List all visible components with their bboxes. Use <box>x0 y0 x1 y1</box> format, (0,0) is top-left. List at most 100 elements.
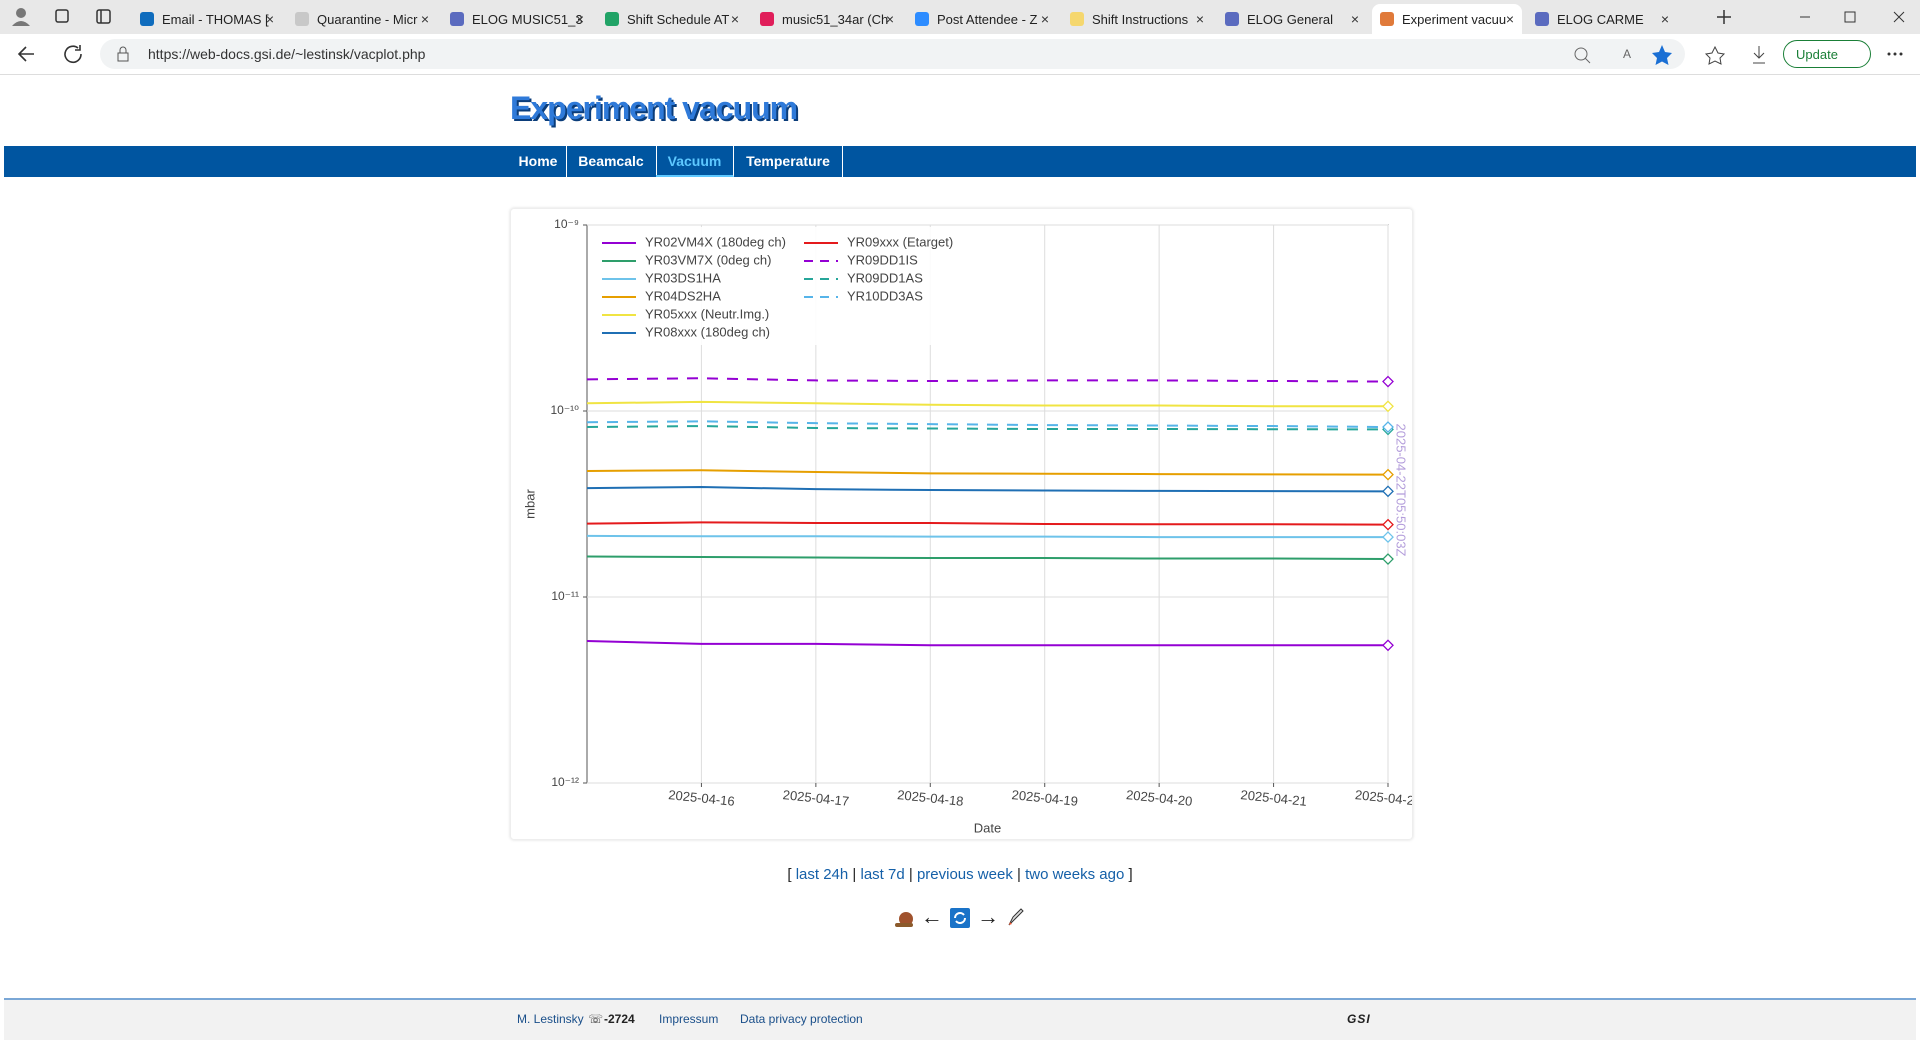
x-tick-label: 2025-04-20 <box>1125 787 1193 809</box>
tab-bar: Email - THOMAS [× Quarantine - Micr × ELOG … <box>0 0 1920 34</box>
legend-label[interactable]: YR09DD1IS <box>847 252 918 267</box>
tab-close[interactable]: × <box>1350 11 1359 27</box>
tab-close[interactable]: × <box>1505 11 1514 27</box>
tab[interactable]: Email - THOMAS [× <box>132 4 282 34</box>
tab-title: ELOG CARME <box>1557 11 1644 27</box>
page-title: Experiment vacuum <box>510 90 798 126</box>
tab-close[interactable]: × <box>1660 11 1669 27</box>
tab-icon <box>915 12 929 26</box>
site-nav: Home Beamcalc Vacuum Temperature <box>4 146 1916 177</box>
x-tick-label: 2025-04-16 <box>668 787 736 809</box>
end-marker <box>1382 421 1394 433</box>
tab[interactable]: ELOG CARME × <box>1527 4 1677 34</box>
pager: ← → <box>0 904 1920 930</box>
tab[interactable]: ELOG MUSIC51_3 × <box>442 4 592 34</box>
footer: M. Lestinsky ☏ -2724 Impressum Data priv… <box>4 998 1916 1040</box>
legend-box <box>589 227 999 345</box>
tab-close[interactable]: × <box>575 11 584 27</box>
separator: | <box>1017 866 1021 883</box>
legend-label[interactable]: YR08xxx (180deg ch) <box>645 324 770 339</box>
range-links: [ last 24h | last 7d | previous week | t… <box>0 866 1920 883</box>
end-marker <box>1382 553 1394 565</box>
tab-icon <box>1070 12 1084 26</box>
nav-item[interactable]: Home <box>510 146 567 177</box>
tab[interactable]: Experiment vacuu × <box>1372 4 1522 34</box>
next-arrow[interactable]: → <box>977 904 1000 929</box>
tab-title: Experiment vacuu <box>1402 11 1507 27</box>
tab-icon <box>1380 12 1394 26</box>
tab-close[interactable]: × <box>420 11 429 27</box>
rocket-icon <box>1008 908 1024 926</box>
y-tick-label: 10⁻¹² <box>551 775 579 789</box>
footer-link[interactable]: Data privacy protection <box>740 1012 863 1026</box>
series-line <box>586 425 1389 431</box>
nav-item[interactable]: Beamcalc <box>566 146 657 177</box>
tab[interactable]: music51_34ar (Ch × <box>752 4 902 34</box>
series-line <box>586 555 1389 561</box>
range-link[interactable]: last 7d <box>860 866 905 883</box>
nav-item[interactable]: Temperature <box>734 146 843 177</box>
tab-icon <box>140 12 154 26</box>
tab-icon <box>1535 12 1549 26</box>
tab[interactable]: ELOG General × <box>1217 4 1367 34</box>
tab-icon <box>605 12 619 26</box>
lock-icon <box>117 46 129 62</box>
y-tick-label: 10⁻⁹ <box>554 217 579 231</box>
tab-close[interactable]: × <box>730 11 739 27</box>
bracket: ] <box>1128 866 1133 883</box>
tab[interactable]: Quarantine - Micr × <box>287 4 437 34</box>
tab-close[interactable]: × <box>265 11 274 27</box>
legend-label[interactable]: YR10DD3AS <box>847 288 923 303</box>
tab[interactable]: Shift Instructions × <box>1062 4 1212 34</box>
x-tick-label: 2025-04-19 <box>1011 787 1079 809</box>
chart-container: 10⁻¹² 10⁻¹¹ 10⁻¹⁰ 10⁻⁹ 2025-04-16 2025-04-17 2… <box>510 208 1422 840</box>
legend-label[interactable]: YR05xxx (Neutr.Img.) <box>645 306 769 321</box>
legend-label[interactable]: YR03VM7X (0deg ch) <box>645 252 771 267</box>
footer-link[interactable]: Impressum <box>659 1012 719 1026</box>
end-marker <box>1382 518 1394 531</box>
nav-item[interactable]: Vacuum <box>656 146 734 177</box>
annotation: 2025-04-22T05:50:03Z <box>1394 424 1409 557</box>
url-field[interactable]: https://web-docs.gsi.de/~lestinsk/vacplo… <box>100 39 1685 69</box>
address-bar: https://web-docs.gsi.de/~lestinsk/vacplo… <box>0 34 1920 75</box>
tab-close[interactable]: × <box>885 11 894 27</box>
range-link[interactable]: previous week <box>916 866 1013 883</box>
prev-arrow[interactable]: ← <box>920 904 943 929</box>
tab[interactable]: Post Attendee - Z × <box>907 4 1057 34</box>
tab-title: Shift Instructions <box>1092 11 1189 27</box>
legend-label[interactable]: YR04DS2HA <box>645 288 721 303</box>
phone: -2724 <box>604 1012 635 1026</box>
x-tick-label: 2025-04-18 <box>897 787 965 809</box>
end-marker <box>1382 400 1394 413</box>
x-tick-label: 2025-04-21 <box>1240 787 1308 809</box>
y-axis-title: mbar <box>522 489 537 519</box>
tab[interactable]: Shift Schedule AT × <box>597 4 747 34</box>
update-button[interactable]: Update <box>1783 40 1871 68</box>
legend-label[interactable]: YR03DS1HA <box>645 270 721 285</box>
refresh-icon[interactable] <box>949 907 971 929</box>
legend-label[interactable]: YR09DD1AS <box>847 270 923 285</box>
tab-icon <box>450 12 464 26</box>
author[interactable]: M. Lestinsky <box>517 1012 584 1026</box>
gsi-logo: GSI <box>1347 1012 1371 1026</box>
range-link[interactable]: last 24h <box>795 866 849 883</box>
tab-icon <box>295 12 309 26</box>
legend-label[interactable]: YR09xxx (Etarget) <box>847 234 953 249</box>
end-marker <box>1382 639 1394 652</box>
svg-text:A: A <box>1623 47 1631 61</box>
tab-title: Quarantine - Micr <box>317 11 418 27</box>
separator: | <box>852 866 857 883</box>
end-marker <box>1382 485 1394 498</box>
range-link[interactable]: two weeks ago <box>1025 866 1125 883</box>
legend-label[interactable]: YR02VM4X (180deg ch) <box>645 234 786 249</box>
phone-icon: ☏ <box>588 1012 604 1026</box>
tab-close[interactable]: × <box>1195 11 1204 27</box>
series-line <box>586 469 1389 476</box>
series-line <box>586 534 1388 539</box>
new-tab[interactable] <box>1712 4 1740 30</box>
tab-close[interactable]: × <box>1040 11 1049 27</box>
tab-title: music51_34ar (Ch <box>782 11 889 27</box>
menu-icon <box>1887 52 1903 56</box>
chart: 10⁻¹² 10⁻¹¹ 10⁻¹⁰ 10⁻⁹ 2025-04-16 2025-04-17 2… <box>522 217 1422 835</box>
end-marker <box>1382 531 1394 543</box>
